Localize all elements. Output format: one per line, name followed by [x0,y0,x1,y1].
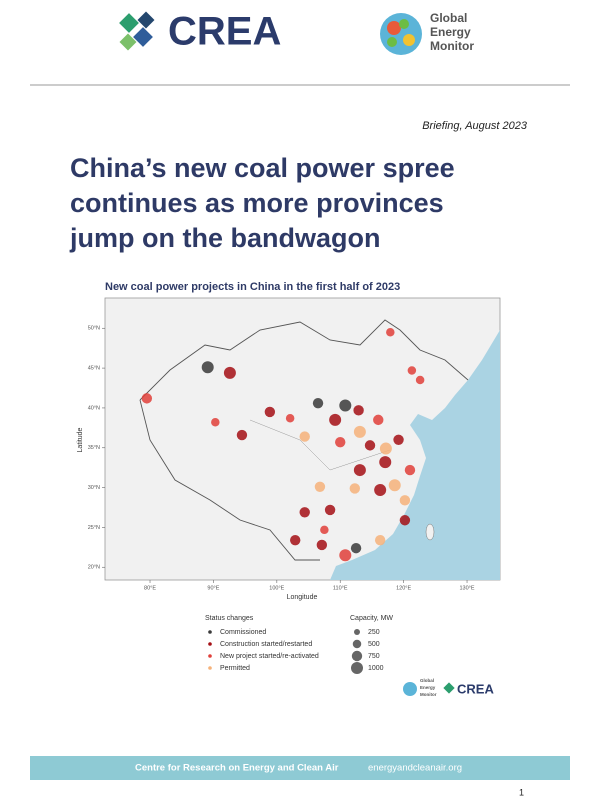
page-number: 1 [519,787,524,797]
size-legend-circle [351,650,363,662]
gem-small-text: Global [420,678,434,683]
size-legend-circle [352,639,362,649]
y-tick-label: 25°N [88,525,100,531]
project-point [264,406,276,418]
project-point [320,525,329,535]
legend-swatch [208,654,212,658]
project-point [141,393,153,404]
y-tick-label: 50°N [88,326,100,332]
x-tick-label: 120°E [396,585,411,591]
project-point [299,507,310,518]
footer-url: energyandcleanair.org [368,763,462,774]
project-point [339,549,352,562]
footer-band [30,756,570,780]
legend-swatch [208,666,212,670]
project-point [399,515,411,526]
legend-label: Commissioned [220,629,266,636]
project-point [335,436,346,448]
project-point [324,504,336,516]
project-point [236,429,248,441]
project-point [407,366,417,375]
project-point [353,405,364,416]
project-point [312,397,324,409]
map-sea [330,330,500,580]
legend-title: Status changes [205,615,254,622]
project-point [211,418,220,427]
gem-logo-icon [380,13,422,55]
gem-small-text: Energy [420,685,436,690]
briefing-label: Briefing, August 2023 [422,120,528,132]
project-point [285,414,295,423]
x-tick-label: 80°E [144,585,156,591]
project-point [314,481,326,492]
project-point [350,542,362,554]
project-point [374,534,386,546]
legend-label: Construction started/restarted [220,641,312,648]
title-line: continues as more provinces [70,188,444,218]
project-point [415,375,425,385]
footer-org: Centre for Research on Energy and Clean … [135,763,339,774]
project-point [364,440,376,451]
size-legend-title: Capacity, MW [350,615,393,622]
legend-swatch [208,630,212,634]
project-point [339,399,352,412]
gem-logo-text: Global [430,11,467,25]
x-tick-label: 90°E [207,585,219,591]
x-tick-label: 100°E [269,585,284,591]
project-point [393,434,404,445]
x-axis-label: Longitude [287,594,318,601]
gem-small-text: Monitor [420,692,437,697]
size-legend-circle [351,662,363,674]
y-tick-label: 35°N [88,445,100,451]
project-point [399,495,411,506]
project-point [316,539,328,551]
project-point [379,442,392,455]
map-island [425,523,435,541]
project-point [299,431,310,442]
project-point [223,366,236,379]
title-line: jump on the bandwagon [69,223,380,253]
size-legend-label: 500 [368,641,380,648]
project-point [201,361,214,374]
size-legend-circle [354,629,360,635]
legend-swatch [208,642,212,646]
size-legend-label: 750 [368,653,380,660]
y-axis-label: Latitude [77,427,84,452]
map-province-border [249,419,391,471]
crea-logo: CREA [168,10,281,54]
size-legend-label: 250 [368,629,380,636]
x-tick-label: 130°E [460,585,475,591]
y-tick-label: 40°N [88,405,100,411]
gem-logo-text: Energy [430,25,471,39]
crea-small-icon [443,682,455,694]
project-point [349,483,361,494]
legend-label: Permitted [220,665,250,672]
map-border [139,399,320,561]
project-point [379,456,392,469]
project-point [353,464,366,477]
size-legend-label: 1000 [368,665,384,672]
gem-logo-text: Monitor [430,39,474,53]
project-point [353,425,366,438]
y-tick-label: 30°N [88,485,100,491]
y-tick-label: 45°N [88,366,100,372]
crea-small-logo: CREA [457,681,494,696]
y-tick-label: 20°N [88,565,100,571]
project-point [404,464,416,476]
project-point [329,413,342,426]
x-tick-label: 110°E [333,585,348,591]
gem-small-icon [403,682,417,696]
project-point [374,483,387,496]
map-border [139,319,469,401]
title-line: China’s new coal power spree [70,153,455,183]
project-point [386,328,395,337]
project-point [290,534,301,546]
legend-label: New project started/re-activated [220,653,319,660]
figure-title: New coal power projects in China in the … [105,281,400,293]
crea-logo-icon [119,11,155,51]
project-point [373,414,384,426]
project-point [388,479,401,492]
